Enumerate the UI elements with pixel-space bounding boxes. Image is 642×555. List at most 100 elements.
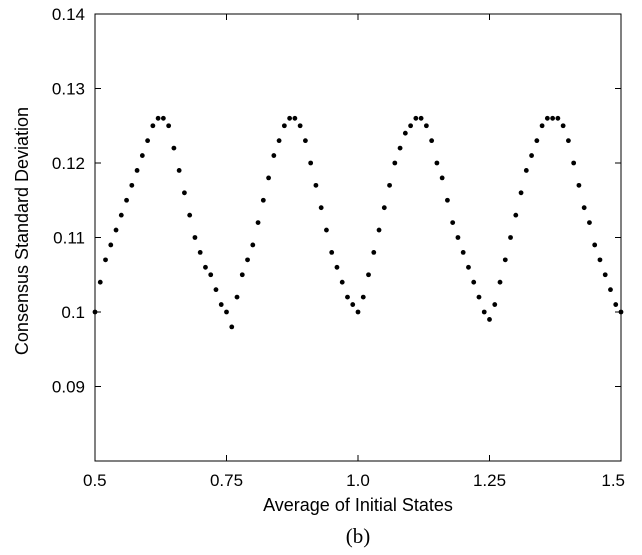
- data-point: [587, 220, 592, 226]
- data-point: [497, 279, 503, 285]
- data-point: [281, 123, 287, 129]
- data-point: [208, 272, 214, 278]
- data-point: [450, 220, 456, 226]
- data-point: [297, 123, 303, 129]
- data-point: [581, 205, 587, 211]
- data-point: [429, 138, 435, 144]
- data-point: [466, 264, 471, 270]
- data-point: [218, 302, 224, 307]
- data-point: [366, 272, 371, 278]
- data-point: [355, 309, 361, 315]
- data-point: [129, 182, 135, 188]
- data-point: [197, 250, 203, 255]
- plot-area: [94, 13, 622, 462]
- data-point: [97, 279, 103, 285]
- data-point: [166, 123, 172, 129]
- data-point: [445, 197, 450, 203]
- data-point: [597, 257, 603, 263]
- data-point: [260, 197, 266, 203]
- data-point: [529, 153, 534, 158]
- data-point: [176, 168, 182, 173]
- data-point: [250, 242, 256, 248]
- data-point: [229, 324, 235, 330]
- data-point: [203, 264, 208, 270]
- data-point: [423, 123, 429, 129]
- x-tick-label: 1.25: [473, 471, 506, 490]
- data-point: [608, 287, 613, 293]
- data-point: [239, 272, 245, 278]
- data-point: [308, 160, 314, 166]
- data-point: [271, 153, 277, 158]
- data-point: [324, 227, 329, 233]
- data-point: [492, 302, 498, 307]
- y-axis-label: Consensus Standard Deviation: [12, 107, 32, 355]
- data-point: [592, 242, 598, 248]
- data-point: [381, 205, 387, 211]
- data-point: [555, 115, 561, 121]
- data-point: [434, 160, 440, 166]
- data-point: [118, 212, 124, 218]
- data-point: [576, 182, 582, 188]
- data-point: [544, 115, 550, 121]
- data-point: [318, 205, 324, 211]
- data-point: [334, 264, 340, 270]
- data-point: [139, 153, 145, 158]
- x-tick-labels: 0.5 0.75 1.0 1.25 1.5: [83, 471, 625, 490]
- data-point: [182, 190, 187, 196]
- y-tick-label: 0.12: [52, 154, 85, 173]
- data-point: [566, 138, 571, 144]
- data-point: [508, 235, 513, 240]
- y-tick-label: 0.13: [52, 80, 85, 99]
- data-point: [502, 257, 508, 263]
- data-point: [187, 212, 193, 218]
- data-point: [481, 309, 487, 315]
- data-point: [245, 257, 250, 263]
- data-point: [539, 123, 545, 129]
- data-point: [292, 115, 298, 121]
- y-tick-label: 0.11: [53, 229, 85, 248]
- data-point: [92, 309, 98, 315]
- data-point: [460, 250, 466, 255]
- data-point: [513, 212, 519, 218]
- data-point: [471, 279, 477, 285]
- x-axis-label: Average of Initial States: [263, 495, 453, 515]
- data-point: [345, 294, 350, 300]
- data-point: [560, 123, 566, 129]
- y-tick-label: 0.09: [52, 378, 85, 397]
- data-point: [224, 309, 229, 315]
- x-tick-label: 0.5: [83, 471, 107, 490]
- data-point: [618, 309, 624, 315]
- data-point: [113, 227, 119, 233]
- y-tick-label: 0.1: [61, 303, 85, 322]
- data-point: [397, 145, 403, 151]
- data-point: [613, 302, 619, 307]
- data-point: [213, 287, 219, 293]
- scatter-points: [92, 115, 624, 330]
- data-point: [550, 115, 556, 121]
- data-point: [124, 197, 129, 203]
- data-point: [192, 235, 198, 240]
- x-tick-label: 1.0: [346, 471, 370, 490]
- data-point: [276, 138, 282, 144]
- figure-caption: (b): [346, 524, 371, 548]
- data-point: [476, 294, 482, 300]
- data-point: [518, 190, 524, 196]
- data-point: [255, 220, 261, 226]
- axis-ticks: [94, 13, 622, 461]
- data-point: [303, 138, 308, 144]
- data-point: [439, 175, 445, 181]
- data-point: [387, 182, 392, 188]
- data-point: [571, 160, 577, 166]
- data-point: [523, 168, 529, 173]
- data-point: [160, 115, 166, 121]
- data-point: [287, 115, 293, 121]
- data-point: [155, 115, 161, 121]
- data-point: [266, 175, 271, 181]
- data-point: [350, 302, 356, 307]
- x-tick-label: 0.75: [210, 471, 243, 490]
- data-point: [392, 160, 398, 166]
- data-point: [339, 279, 345, 285]
- data-point: [487, 317, 492, 322]
- data-point: [329, 250, 335, 255]
